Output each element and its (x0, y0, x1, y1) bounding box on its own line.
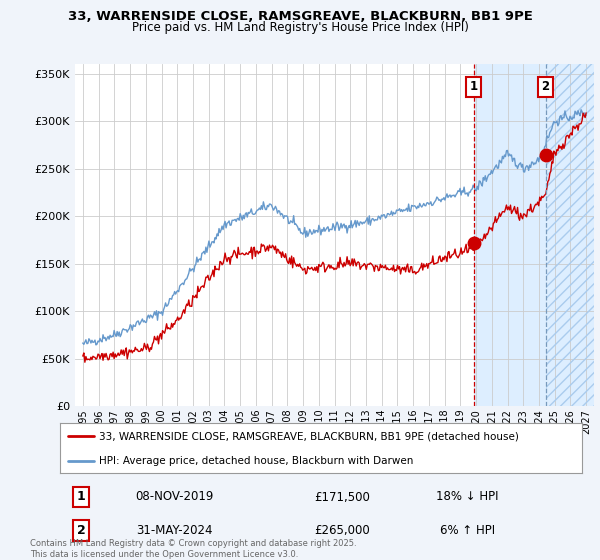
Text: 31-MAY-2024: 31-MAY-2024 (137, 524, 213, 537)
Text: £171,500: £171,500 (314, 491, 370, 503)
Text: 33, WARRENSIDE CLOSE, RAMSGREAVE, BLACKBURN, BB1 9PE (detached house): 33, WARRENSIDE CLOSE, RAMSGREAVE, BLACKB… (99, 431, 519, 441)
Text: Price paid vs. HM Land Registry's House Price Index (HPI): Price paid vs. HM Land Registry's House … (131, 21, 469, 34)
Text: £265,000: £265,000 (314, 524, 370, 537)
Text: 6% ↑ HPI: 6% ↑ HPI (440, 524, 495, 537)
Text: HPI: Average price, detached house, Blackburn with Darwen: HPI: Average price, detached house, Blac… (99, 456, 413, 465)
Text: 1: 1 (470, 80, 478, 93)
Bar (545, 64, 594, 406)
Text: Contains HM Land Registry data © Crown copyright and database right 2025.
This d: Contains HM Land Registry data © Crown c… (30, 539, 356, 559)
Text: 08-NOV-2019: 08-NOV-2019 (136, 491, 214, 503)
Text: 18% ↓ HPI: 18% ↓ HPI (436, 491, 499, 503)
Text: 2: 2 (77, 524, 85, 537)
Text: 2: 2 (541, 80, 550, 93)
Text: 1: 1 (77, 491, 85, 503)
Bar (473, 64, 594, 406)
Text: 33, WARRENSIDE CLOSE, RAMSGREAVE, BLACKBURN, BB1 9PE: 33, WARRENSIDE CLOSE, RAMSGREAVE, BLACKB… (68, 10, 532, 23)
Bar (545, 64, 594, 406)
